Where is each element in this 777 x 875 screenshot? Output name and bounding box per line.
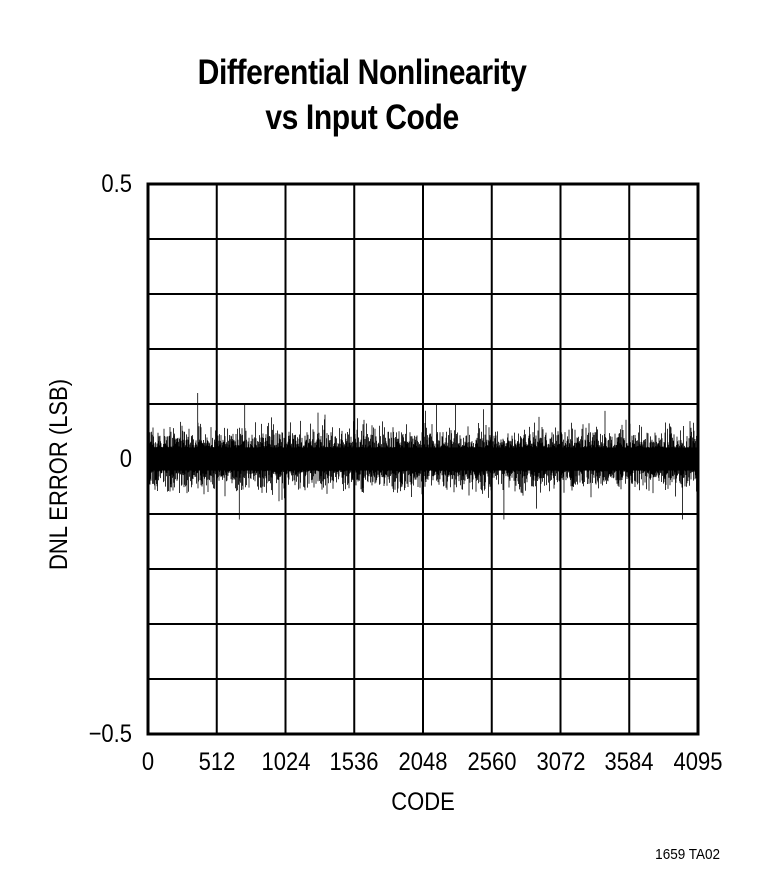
x-tick-label: 3584 bbox=[604, 748, 654, 776]
x-tick-label: 2560 bbox=[467, 748, 517, 776]
x-tick-label: 0 bbox=[141, 748, 155, 776]
y-tick-label-bottom: −0.5 bbox=[88, 720, 132, 748]
x-axis-label: CODE bbox=[391, 788, 455, 816]
y-tick-label-top: 0.5 bbox=[101, 170, 132, 198]
x-tick-label: 4095 bbox=[673, 748, 723, 776]
x-tick-label: 512 bbox=[198, 748, 236, 776]
x-tick-label: 3072 bbox=[536, 748, 585, 776]
x-tick-label: 1024 bbox=[261, 748, 310, 776]
figure-id: 1659 TA02 bbox=[655, 846, 720, 863]
x-tick-label: 2048 bbox=[398, 748, 448, 776]
chart-title-line-1: Differential Nonlinearity bbox=[197, 53, 527, 92]
dnl-data-series bbox=[147, 393, 698, 520]
x-tick-label: 1536 bbox=[329, 748, 379, 776]
y-axis-label: DNL ERROR (LSB) bbox=[45, 378, 73, 570]
plot-frame bbox=[146, 182, 700, 736]
y-tick-label-zero: 0 bbox=[119, 445, 132, 473]
chart-title-line-2: vs Input Code bbox=[265, 98, 459, 137]
